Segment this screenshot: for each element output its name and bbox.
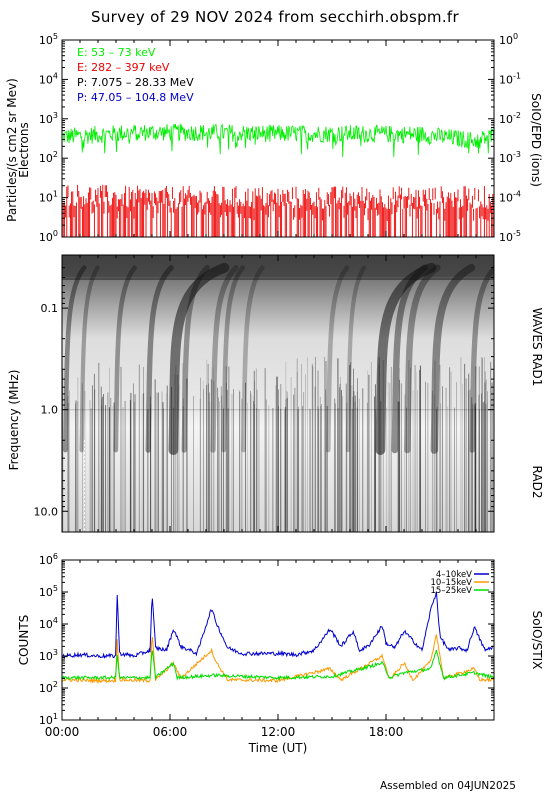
stix-legend-entry: 4–10keV bbox=[436, 570, 472, 580]
stix-tick-label: 102 bbox=[39, 680, 58, 695]
stix-series-4-10kev bbox=[62, 591, 494, 659]
waves-spectrogram bbox=[62, 255, 494, 532]
epd-left-tick-label: 103 bbox=[39, 111, 58, 126]
epd-legend-entry: E: 282 – 397 keV bbox=[77, 61, 170, 74]
stix-series-10-15kev bbox=[62, 634, 494, 684]
waves-tick-label: 0.1 bbox=[41, 302, 59, 315]
epd-legend-entry: P: 7.075 – 28.33 MeV bbox=[77, 76, 194, 89]
waves-burst bbox=[168, 262, 230, 455]
waves-right-label-rad1: WAVES RAD1 bbox=[530, 308, 544, 387]
waves-burst bbox=[391, 264, 428, 454]
waves-features bbox=[62, 255, 494, 532]
waves-burst bbox=[430, 263, 476, 454]
waves-burst bbox=[79, 265, 100, 453]
epd-legend-entry: E: 53 – 73 keV bbox=[77, 46, 156, 59]
epd-ylabel: Particles/(s cm2 sr Mev) bbox=[5, 78, 19, 222]
stix-tick-label: 103 bbox=[39, 648, 58, 663]
epd-right-label: SoIO/EPD (ions) bbox=[529, 93, 543, 187]
waves-burst bbox=[345, 265, 367, 453]
waves-ylabel: Frequency (MHz) bbox=[7, 370, 21, 471]
waves-right-label-rad2: RAD2 bbox=[530, 466, 544, 499]
epd-left-tick-label: 104 bbox=[39, 71, 58, 86]
axes-ticks bbox=[61, 39, 495, 721]
waves-burst bbox=[181, 265, 210, 453]
waves-burst bbox=[63, 265, 87, 453]
figure-title: Survey of 29 NOV 2024 from secchirh.obsp… bbox=[91, 8, 459, 26]
x-axis-label: Time (UT) bbox=[248, 741, 308, 755]
waves-burst bbox=[241, 265, 265, 453]
epd-series bbox=[62, 123, 494, 237]
stix-tick-label: 105 bbox=[39, 584, 58, 599]
waves-burst bbox=[375, 262, 437, 455]
waves-burst bbox=[210, 265, 239, 453]
epd-left-tick-label: 100 bbox=[39, 229, 58, 244]
epd-right-tick-label: 10-5 bbox=[499, 229, 521, 244]
epd-right-tick-label: 10-3 bbox=[499, 150, 521, 165]
x-tick-label: 12:00 bbox=[261, 725, 296, 739]
epd-right-tick-label: 10-2 bbox=[499, 111, 521, 126]
stix-tick-label: 104 bbox=[39, 616, 58, 631]
epd-series-e-282-397 bbox=[62, 184, 494, 237]
waves-burst bbox=[404, 264, 441, 454]
waves-tick-label: 10.0 bbox=[34, 505, 59, 518]
waves-burst bbox=[221, 265, 245, 453]
assembled-note: Assembled on 04JUN2025 bbox=[380, 780, 516, 792]
epd-ylabel-electrons: Electrons bbox=[17, 122, 31, 177]
axes-labels: 100 101 102 103 104 105 10-5 10-4 10-3 10-2 10-1 10… bbox=[5, 32, 544, 755]
stix-panel-frame bbox=[61, 559, 495, 721]
x-tick-label: 18:00 bbox=[369, 725, 404, 739]
waves-burst bbox=[325, 265, 350, 453]
stix-legend-entry: 15–25keV bbox=[430, 586, 472, 596]
waves-burst bbox=[113, 265, 137, 453]
stix-right-label: SoIO/STIX bbox=[530, 611, 544, 670]
stix-series bbox=[62, 591, 494, 684]
epd-left-tick-label: 105 bbox=[39, 32, 58, 47]
stix-tick-label: 101 bbox=[39, 712, 58, 727]
stix-ylabel: COUNTS bbox=[17, 615, 31, 666]
epd-left-tick-label: 102 bbox=[39, 150, 58, 165]
waves-burst bbox=[145, 265, 174, 453]
x-tick-label: 06:00 bbox=[153, 725, 188, 739]
x-tick-label: 00:00 bbox=[45, 725, 80, 739]
epd-left-tick-label: 101 bbox=[39, 190, 58, 205]
epd-right-tick-label: 10-1 bbox=[499, 71, 521, 86]
stix-series-15-25kev bbox=[62, 649, 494, 681]
epd-right-tick-label: 10-4 bbox=[499, 190, 521, 205]
waves-burst bbox=[469, 265, 494, 453]
epd-legend-entry: P: 47.05 – 104.8 MeV bbox=[77, 91, 194, 104]
stix-tick-label: 106 bbox=[39, 552, 58, 567]
epd-series-e-53-73 bbox=[62, 123, 494, 158]
epd-right-tick-label: 100 bbox=[499, 32, 518, 47]
waves-tick-label: 1.0 bbox=[41, 404, 59, 417]
stix-legend-entry: 10–15keV bbox=[430, 578, 472, 588]
